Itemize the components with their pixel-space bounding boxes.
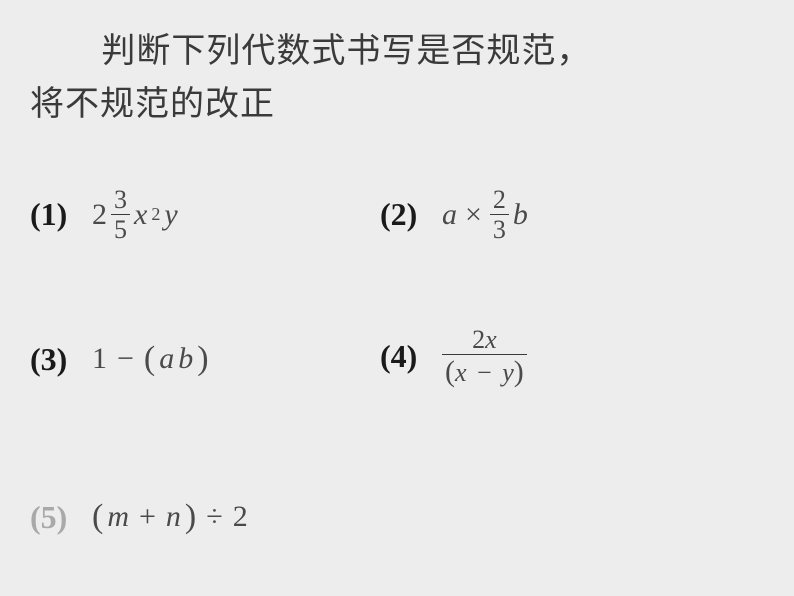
item-1: (1) 2 3 5 x2y (30, 186, 178, 244)
frac-bot: (x − y) (442, 356, 527, 388)
div-sign: ÷ (206, 500, 222, 534)
item-5: (5) (m + n) ÷ 2 (30, 498, 248, 536)
coeff-2: 2 (472, 325, 485, 354)
two: 2 (233, 500, 248, 534)
item-2-label: (2) (380, 196, 428, 233)
minus-sign: − (117, 342, 134, 376)
var-b: b (513, 198, 528, 232)
rparen: ) (514, 355, 524, 388)
rparen: ) (197, 340, 208, 378)
item-3-label: (3) (30, 341, 78, 378)
frac-den: 5 (111, 216, 130, 243)
minus-sign: − (477, 358, 492, 387)
one: 1 (92, 342, 107, 376)
var-m: m (107, 500, 129, 534)
item-4-expr: 2x (x − y) (442, 326, 527, 388)
leading-int: 2 (92, 198, 107, 232)
intro-line-1: 判断下列代数式书写是否规范， (30, 26, 770, 79)
var-x: x (485, 325, 497, 354)
intro-block: 判断下列代数式书写是否规范， 将不规范的改正 (30, 26, 770, 131)
lparen: ( (92, 498, 103, 536)
frac-num: 2 (490, 186, 509, 213)
item-3: (3) 1 − (ab) (30, 340, 209, 378)
lparen: ( (445, 355, 455, 388)
frac-den: 3 (490, 216, 509, 243)
fraction-2-3: 2 3 (490, 186, 509, 244)
item-3-expr: 1 − (ab) (92, 340, 209, 378)
var-x: x (455, 358, 467, 387)
var-b: b (178, 342, 193, 376)
item-1-expr: 2 3 5 x2y (92, 186, 178, 244)
item-5-label: (5) (30, 499, 78, 536)
item-2-expr: a × 2 3 b (442, 186, 528, 244)
lparen: ( (144, 340, 155, 378)
var-a: a (442, 198, 457, 232)
frac-num: 3 (111, 186, 130, 213)
times-sign: × (465, 198, 482, 232)
fraction-3-5: 3 5 (111, 186, 130, 244)
intro-line-2: 将不规范的改正 (30, 79, 770, 132)
plus-sign: + (139, 500, 156, 534)
item-2: (2) a × 2 3 b (380, 186, 528, 244)
page-canvas: 判断下列代数式书写是否规范， 将不规范的改正 (1) 2 3 5 x2y (2)… (0, 0, 794, 596)
item-5-expr: (m + n) ÷ 2 (92, 498, 248, 536)
var-y: y (502, 358, 514, 387)
var-x: x (134, 198, 147, 232)
var-a: a (159, 342, 174, 376)
var-y: y (164, 198, 177, 232)
fraction-2x-over-xy: 2x (x − y) (442, 326, 527, 388)
item-1-label: (1) (30, 196, 78, 233)
var-n: n (166, 500, 181, 534)
frac-top: 2x (469, 326, 500, 353)
item-4: (4) 2x (x − y) (380, 326, 527, 388)
exp-2: 2 (151, 204, 160, 225)
item-4-label: (4) (380, 338, 428, 375)
rparen: ) (185, 498, 196, 536)
